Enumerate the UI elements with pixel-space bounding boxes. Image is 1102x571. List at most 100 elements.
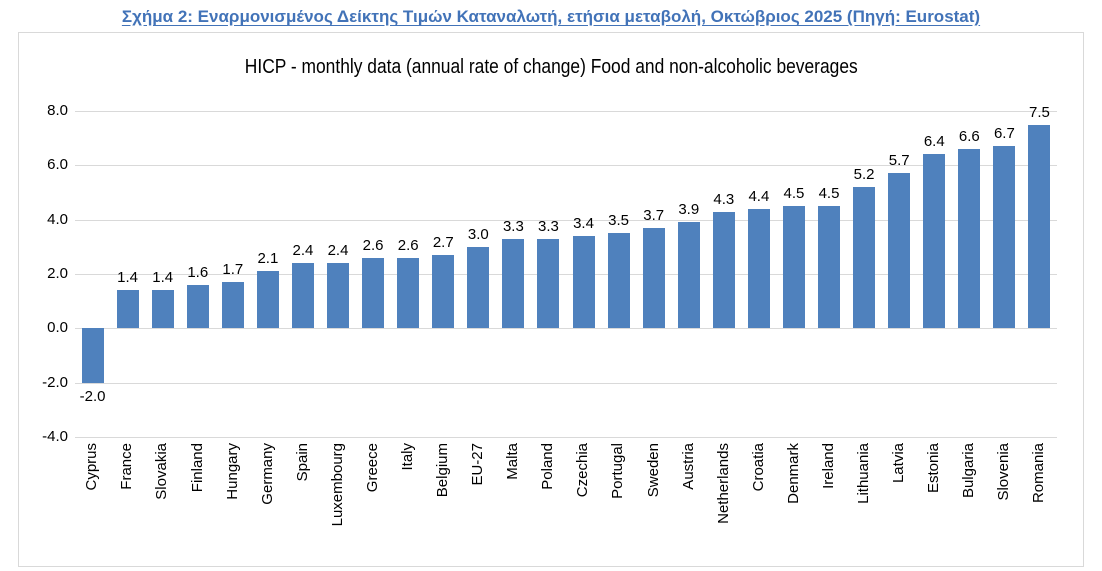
x-category-cell: EU-27 [461, 443, 496, 563]
x-category-label: Austria [679, 443, 697, 490]
x-category-label: Netherlands [714, 443, 732, 524]
bar-value-label: 1.7 [222, 261, 244, 279]
bar-austria [677, 222, 700, 329]
x-category-label: Ireland [819, 443, 837, 489]
bar-estonia [923, 154, 946, 329]
x-category-cell: Cyprus [75, 443, 110, 563]
x-category-cell: Slovakia [145, 443, 180, 563]
bar-value-label: 2.7 [432, 233, 454, 251]
x-category-cell: Luxembourg [321, 443, 356, 563]
x-category-cell: Belgium [426, 443, 461, 563]
figure-heading: Σχήμα 2: Εναρμονισμένος Δείκτης Τιμών Κα… [121, 7, 981, 26]
x-category-cell: Greece [356, 443, 391, 563]
y-tick-label: 8.0 [47, 102, 68, 119]
x-category-cell: Lithuania [847, 443, 882, 563]
x-category-cell: Portugal [601, 443, 636, 563]
x-category-label: Hungary [223, 443, 241, 500]
x-category-label: Luxembourg [328, 443, 346, 527]
x-category-label: Cyprus [83, 443, 101, 491]
bar-lithuania [853, 187, 876, 329]
x-category-cell: Hungary [215, 443, 250, 563]
bar-value-label: 2.6 [397, 236, 419, 254]
x-category-cell: Sweden [636, 443, 671, 563]
bar-value-label: 6.4 [923, 133, 945, 151]
bar-malta [502, 238, 525, 329]
x-category-label: Portugal [609, 443, 627, 499]
x-category-cell: Malta [496, 443, 531, 563]
x-category-label: Sweden [644, 443, 662, 498]
bar-belgium [432, 254, 455, 329]
bar-denmark [782, 206, 805, 329]
bar-hungary [221, 282, 244, 329]
x-category-label: Germany [258, 443, 276, 505]
bar-germany [256, 271, 279, 329]
x-category-cell: Czechia [566, 443, 601, 563]
gridline [75, 219, 1057, 221]
chart-box: HICP - monthly data (annual rate of chan… [18, 32, 1084, 567]
bar-slovenia [993, 146, 1016, 329]
x-category-label: Croatia [749, 443, 767, 492]
bar-romania [1028, 124, 1051, 329]
bar-cyprus [81, 328, 104, 383]
bar-value-label: 2.4 [292, 242, 314, 260]
bar-croatia [747, 208, 770, 329]
bar-value-label: 7.5 [1029, 103, 1050, 121]
bar-value-label: 1.4 [152, 269, 174, 287]
x-category-label: Romania [1030, 443, 1048, 504]
x-category-label: Bulgaria [960, 443, 978, 499]
y-axis-labels: 8.0 6.0 4.0 2.0 0.0 -2.0 -4.0 [19, 33, 68, 566]
bar-value-label: 6.6 [958, 128, 980, 146]
bar-italy [397, 257, 420, 329]
x-category-label: Spain [293, 443, 311, 482]
x-category-cell: Bulgaria [952, 443, 987, 563]
bar-value-label: 6.7 [993, 125, 1015, 143]
bar-value-label: 4.4 [748, 187, 770, 205]
x-category-cell: Estonia [917, 443, 952, 563]
x-category-label: Belgium [434, 443, 452, 498]
y-tick-label: 0.0 [47, 319, 68, 337]
x-category-cell: Italy [391, 443, 426, 563]
bar-value-label: 3.0 [467, 225, 489, 243]
x-category-label: Denmark [784, 443, 802, 504]
x-category-cell: France [110, 443, 145, 563]
y-tick-label: -4.0 [42, 428, 68, 445]
bar-value-label: 2.6 [362, 236, 384, 254]
x-category-label: France [118, 443, 136, 490]
bar-value-label: -2.0 [79, 387, 106, 405]
bar-poland [537, 238, 560, 329]
gridline [75, 437, 1057, 438]
x-category-cell: Latvia [882, 443, 917, 563]
x-category-label: Lithuania [855, 443, 872, 504]
x-category-cell: Slovenia [987, 443, 1022, 563]
y-tick-label: 2.0 [47, 265, 68, 282]
plot-area: -2.0 1.4 1.4 1.6 1.7 2.1 2.4 2.4 2.6 2.6 2.7 3.0 3.3… [75, 104, 1057, 438]
x-category-label: Malta [504, 443, 522, 480]
x-category-cell: Romania [1022, 443, 1057, 563]
x-category-label: Czechia [574, 443, 592, 498]
x-category-label: Estonia [925, 443, 943, 494]
bar-value-label: 3.3 [502, 217, 524, 235]
gridline [75, 111, 1057, 112]
bar-value-label: 2.1 [257, 250, 279, 268]
x-category-label: Slovakia [153, 443, 171, 500]
x-category-cell: Croatia [741, 443, 776, 563]
x-category-cell: Ireland [812, 443, 847, 563]
x-category-label: Latvia [890, 443, 908, 484]
bar-value-label: 1.4 [117, 269, 139, 287]
bar-spain [291, 263, 314, 329]
gridline [75, 328, 1057, 330]
bar-value-label: 4.5 [818, 185, 840, 203]
x-category-cell: Germany [250, 443, 285, 563]
bar-greece [362, 257, 385, 329]
bar-france [116, 290, 139, 329]
bar-value-label: 3.7 [643, 206, 665, 224]
x-category-label: Poland [539, 443, 557, 490]
bar-finland [186, 284, 209, 329]
x-axis-labels: Cyprus France Slovakia Finland Hungary German… [75, 443, 1057, 563]
y-tick-label: -2.0 [42, 373, 68, 391]
x-category-label: Greece [363, 443, 381, 493]
bar-value-label: 4.5 [783, 185, 805, 203]
bar-slovakia [151, 290, 174, 329]
x-category-label: Italy [398, 443, 416, 471]
